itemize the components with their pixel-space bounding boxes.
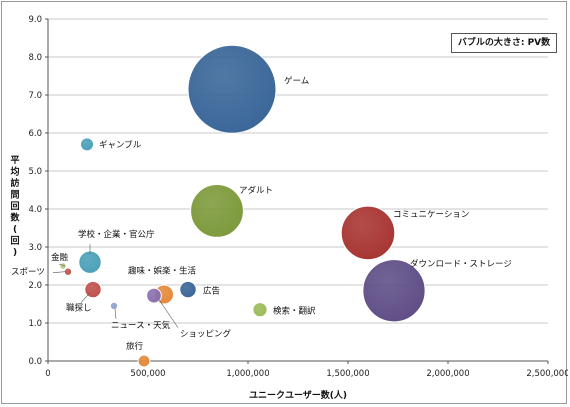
bubble bbox=[179, 280, 197, 299]
leader-line bbox=[158, 299, 179, 328]
y-tick-label: 3.0 bbox=[28, 243, 42, 253]
x-tick-label: 2,500,000 bbox=[526, 369, 568, 379]
bubble bbox=[252, 302, 268, 318]
y-tick-label: 9.0 bbox=[28, 15, 42, 25]
bubble bbox=[79, 137, 95, 152]
bubble bbox=[137, 354, 151, 368]
bubble-label: 広告 bbox=[203, 286, 220, 297]
bubble-label: コミュニケーション bbox=[393, 210, 469, 220]
y-tick-label: 6.0 bbox=[28, 129, 42, 139]
leader-line bbox=[80, 292, 91, 303]
bubble-label: スポーツ bbox=[11, 268, 45, 278]
axes: 0.0 1.0 2.0 3.0 4.0 5.0 6.0 7.0 8.0 9.0 0 500,000 1,… bbox=[10, 15, 568, 379]
bubble-circle bbox=[187, 44, 277, 134]
bubble bbox=[146, 287, 162, 304]
bubble bbox=[59, 262, 67, 270]
y-axis-title: 平均訪問回数(回) bbox=[10, 155, 20, 258]
bubble-label: 旅行 bbox=[126, 341, 144, 352]
x-tick-label: 1,000,000 bbox=[226, 369, 269, 379]
bubble-circle bbox=[59, 262, 67, 270]
bubble-circle bbox=[340, 205, 396, 261]
bubble-label: ダウンロード・ストレージ bbox=[410, 259, 512, 270]
bubbles bbox=[59, 44, 426, 368]
bubble bbox=[187, 44, 277, 134]
bubble-circle bbox=[190, 184, 244, 238]
bubble bbox=[78, 250, 102, 274]
bubble bbox=[340, 205, 396, 261]
bubble bbox=[362, 259, 426, 323]
x-tick-label: 2,000,000 bbox=[426, 369, 469, 379]
leader-lines bbox=[52, 244, 179, 328]
bubble bbox=[109, 301, 119, 311]
y-tick-label: 0.0 bbox=[28, 357, 42, 367]
size-legend: バブルの大きさ: PV数 bbox=[451, 33, 557, 53]
leader-line bbox=[58, 263, 66, 267]
bubble-label: ニュース・天気 bbox=[111, 320, 171, 331]
x-tick-label: 1,500,000 bbox=[326, 369, 369, 379]
x-tick-label: 500,000 bbox=[130, 369, 165, 379]
bubble-label: 金融 bbox=[51, 252, 69, 263]
leader-line bbox=[52, 271, 66, 273]
y-tick-label: 7.0 bbox=[28, 91, 42, 101]
bubble-label: ギャンブル bbox=[99, 139, 142, 150]
bubble-label: アダルト bbox=[239, 185, 273, 196]
bubble-label: ゲーム bbox=[284, 75, 309, 86]
bubble-label: 学校・企業・官公庁 bbox=[78, 229, 155, 240]
x-tick-label: 0 bbox=[45, 369, 50, 379]
y-tick-label: 2.0 bbox=[28, 281, 42, 291]
bubble bbox=[63, 267, 73, 276]
y-tick-label: 1.0 bbox=[28, 319, 42, 329]
bubble-label: ショッピング bbox=[180, 329, 232, 340]
bubble-circle bbox=[146, 287, 162, 304]
y-tick-label: 4.0 bbox=[28, 205, 42, 215]
bubble bbox=[190, 184, 244, 238]
x-axis-title: ユニークユーザー数(人) bbox=[249, 389, 347, 401]
y-tick-label: 8.0 bbox=[28, 53, 42, 63]
bubble-circle bbox=[179, 280, 197, 299]
bubble-circle bbox=[79, 137, 95, 152]
bubble-circle bbox=[252, 302, 268, 318]
gridlines bbox=[48, 18, 548, 362]
leader-line bbox=[114, 308, 117, 319]
bubble-label: 検索・翻訳 bbox=[273, 306, 316, 317]
bubble-label: 趣味・娯楽・生活 bbox=[128, 266, 197, 277]
y-tick-label: 5.0 bbox=[28, 167, 42, 177]
bubble-circle bbox=[362, 259, 426, 323]
bubble-circle bbox=[137, 354, 151, 368]
bubble-circle bbox=[78, 250, 102, 274]
bubble-circle bbox=[109, 301, 119, 311]
bubble-label: 職探し bbox=[66, 303, 92, 314]
bubble-circle bbox=[63, 267, 73, 276]
